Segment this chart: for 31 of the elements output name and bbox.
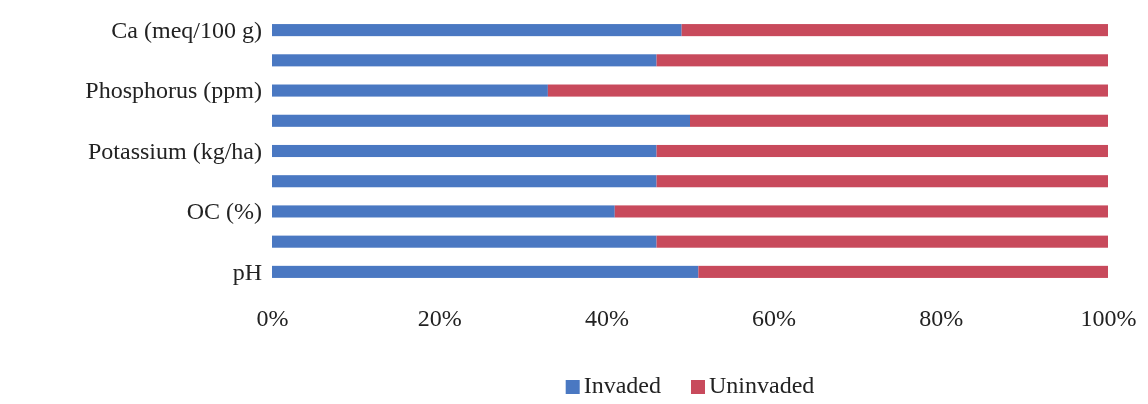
x-tick-label: 100% — [1080, 305, 1137, 332]
bar — [656, 175, 1108, 188]
x-tick-label: 80% — [919, 305, 964, 332]
bar — [272, 114, 690, 127]
y-tick-label: OC (%) — [186, 198, 262, 225]
bar — [272, 144, 657, 158]
bar — [690, 114, 1108, 127]
x-tick-label: 40% — [584, 305, 629, 332]
y-tick-label: Phosphorus (ppm) — [85, 77, 262, 104]
bar — [681, 24, 1108, 37]
bar — [614, 205, 1108, 218]
legend-label: Invaded — [583, 372, 661, 398]
bar — [547, 84, 1108, 97]
bar — [272, 205, 615, 218]
bar — [272, 175, 657, 188]
x-tick-label: 60% — [752, 305, 797, 332]
bar — [656, 54, 1108, 67]
bar — [698, 265, 1108, 278]
y-tick-label: Ca (meq/100 g) — [111, 16, 262, 43]
bar — [272, 54, 657, 67]
bar — [272, 24, 682, 37]
y-tick-label: pH — [232, 258, 262, 285]
bar — [272, 265, 699, 278]
bar — [272, 84, 548, 97]
bar — [272, 235, 657, 248]
x-tick-label: 20% — [417, 305, 462, 332]
bar — [656, 235, 1108, 248]
legend-label: Uninvaded — [708, 372, 815, 398]
x-tick-label: 0% — [256, 305, 289, 332]
y-tick-label: Potassium (kg/ha) — [88, 137, 262, 164]
bar — [656, 144, 1108, 158]
